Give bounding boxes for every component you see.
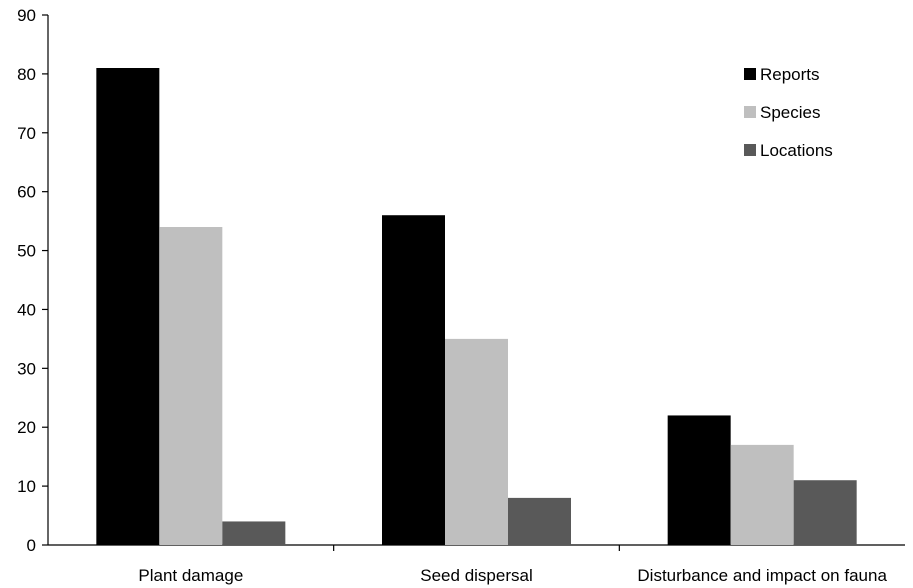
y-tick-label: 70 — [17, 124, 36, 143]
y-tick-label: 30 — [17, 359, 36, 378]
legend-swatch-species — [744, 106, 756, 118]
legend-label-species: Species — [760, 103, 820, 122]
x-tick-label: Disturbance and impact on fauna — [637, 566, 887, 585]
bars — [96, 68, 857, 545]
y-tick-label: 60 — [17, 183, 36, 202]
y-tick-label: 50 — [17, 242, 36, 261]
y-tick-label: 10 — [17, 477, 36, 496]
x-tick-label: Plant damage — [138, 566, 243, 585]
y-tick-label: 20 — [17, 418, 36, 437]
legend-label-locations: Locations — [760, 141, 833, 160]
y-tick-label: 80 — [17, 65, 36, 84]
bar-species-2 — [445, 338, 508, 545]
legend-label-reports: Reports — [760, 65, 820, 84]
bar-species-3 — [730, 444, 794, 545]
bar-reports-2 — [382, 215, 445, 545]
y-tick-label: 40 — [17, 300, 36, 319]
x-tick-label: Seed dispersal — [420, 566, 532, 585]
y-tick-label: 0 — [27, 536, 36, 555]
legend-swatch-locations — [744, 144, 756, 156]
legend: Reports Species Locations — [744, 65, 833, 160]
bar-locations-1 — [222, 521, 286, 545]
y-axis: 0 10 20 30 40 50 60 70 80 90 — [17, 6, 49, 555]
bar-locations-2 — [508, 497, 571, 545]
bar-locations-3 — [793, 480, 857, 545]
legend-swatch-reports — [744, 68, 756, 80]
bar-reports-1 — [96, 68, 160, 545]
x-axis: Plant damage Seed dispersal Disturbance an… — [48, 544, 905, 585]
y-tick-label: 90 — [17, 6, 36, 25]
bar-reports-3 — [667, 415, 731, 545]
bar-species-1 — [159, 227, 223, 545]
